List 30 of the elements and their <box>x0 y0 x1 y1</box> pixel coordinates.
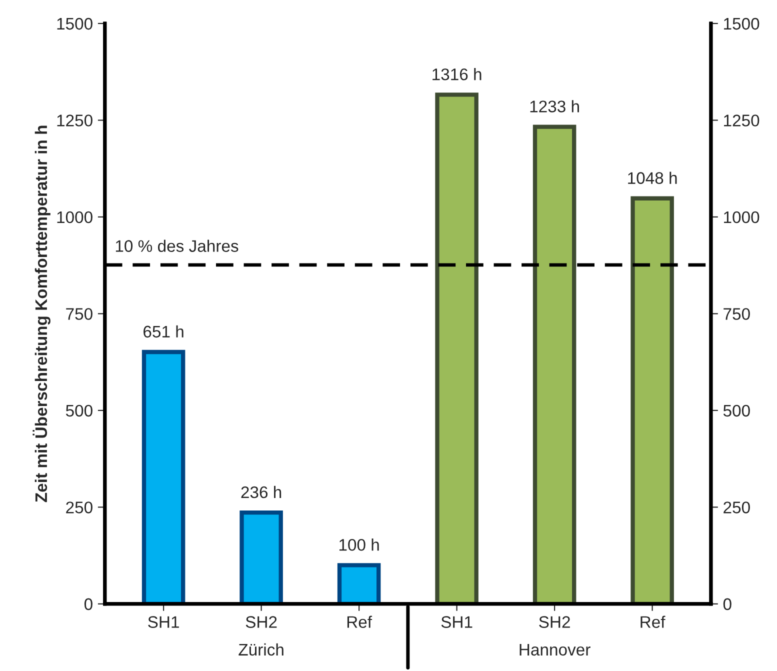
y-axis-title: Zeit mit Überschreitung Komforttemperatur in h <box>32 126 50 502</box>
y2-tick-label: 1000 <box>724 211 760 224</box>
x-tick-label: Ref <box>347 616 372 628</box>
ref-line-label: 10 % des Jahres <box>116 240 238 252</box>
y2-tick-label: 1250 <box>724 114 760 126</box>
y2-tick-label: 750 <box>724 308 750 320</box>
x-tick-label: SH1 <box>441 616 472 628</box>
text: Hannover <box>520 644 590 656</box>
y2-tick-label: 1500 <box>724 18 760 30</box>
y-tick-label: 750 <box>66 308 92 320</box>
y-tick-label: 500 <box>66 404 92 417</box>
text: Zürich <box>238 643 284 656</box>
x-tick-label: SH2 <box>246 616 277 628</box>
y2-tick-label: 0 <box>723 598 732 610</box>
data-label: 1316 h <box>432 68 482 80</box>
x-tick-label: SH2 <box>539 616 570 628</box>
x-tick-label: Ref <box>640 616 666 628</box>
data-label: 1233 h <box>530 100 579 112</box>
y-tick-label: 1000 <box>57 211 92 224</box>
y-tick-label: 1250 <box>57 114 92 126</box>
data-label: 236 h <box>241 486 282 498</box>
y-tick-label: 1500 <box>57 18 92 30</box>
y-tick-label: 250 <box>66 502 92 514</box>
y2-tick-label: 500 <box>723 404 750 417</box>
data-label: 651 h <box>144 325 184 338</box>
data-label: 1048 h <box>628 172 677 184</box>
x-tick-label: SH1 <box>148 616 179 628</box>
data-label: 100 h <box>339 538 379 551</box>
y2-tick-label: 250 <box>724 502 750 514</box>
y-tick-label: 0 <box>84 598 92 610</box>
